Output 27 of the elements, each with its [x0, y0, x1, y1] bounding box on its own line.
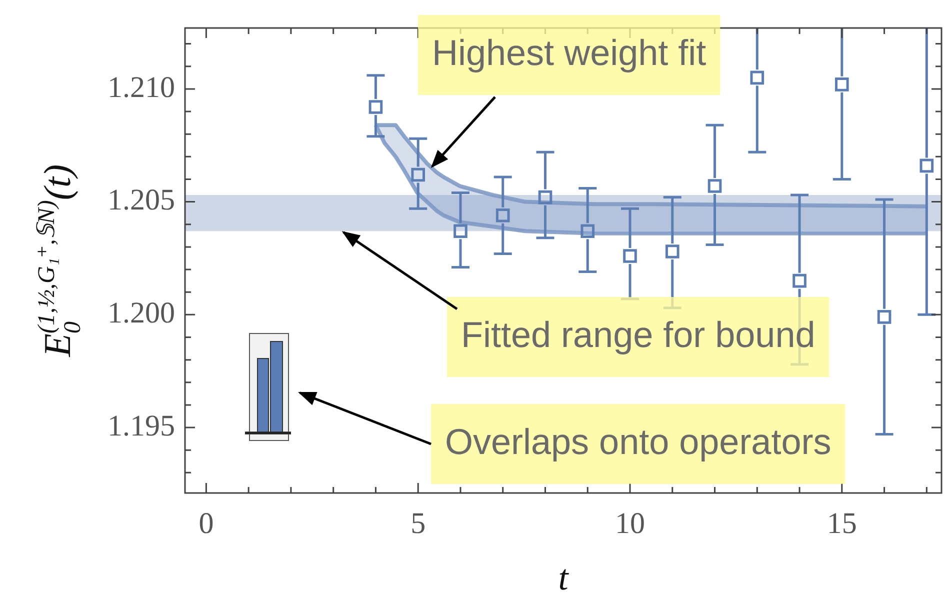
y-tick-label: 1.210: [108, 70, 175, 104]
annotation: Fitted range for bound: [461, 314, 816, 355]
y-tick-label: 1.195: [108, 409, 175, 442]
point: [496, 208, 510, 222]
point: [835, 78, 849, 92]
point: [708, 179, 722, 193]
point: [454, 224, 468, 238]
y-tick-label: 1.200: [108, 296, 175, 330]
x-tick-label: 10: [615, 506, 645, 540]
point: [623, 249, 637, 263]
x-tick-label: 0: [198, 506, 214, 540]
annotation: Overlaps onto operators: [445, 420, 832, 462]
x-tick-label: 15: [826, 506, 857, 540]
point: [920, 158, 934, 173]
point: [580, 224, 595, 238]
point: [538, 190, 552, 204]
point: [877, 310, 892, 324]
y-axis-title: E0(1,½,G₁⁺,𝕊N)(t): [34, 164, 86, 358]
x-axis-title: t: [558, 557, 570, 598]
point: [665, 244, 680, 258]
annotation: Highest weight fit: [432, 32, 706, 73]
point: [750, 70, 764, 85]
y-tick-label: 1.205: [108, 184, 175, 217]
point: [792, 274, 806, 288]
point: [411, 168, 425, 182]
point: [368, 100, 383, 114]
x-tick-label: 5: [410, 506, 426, 540]
